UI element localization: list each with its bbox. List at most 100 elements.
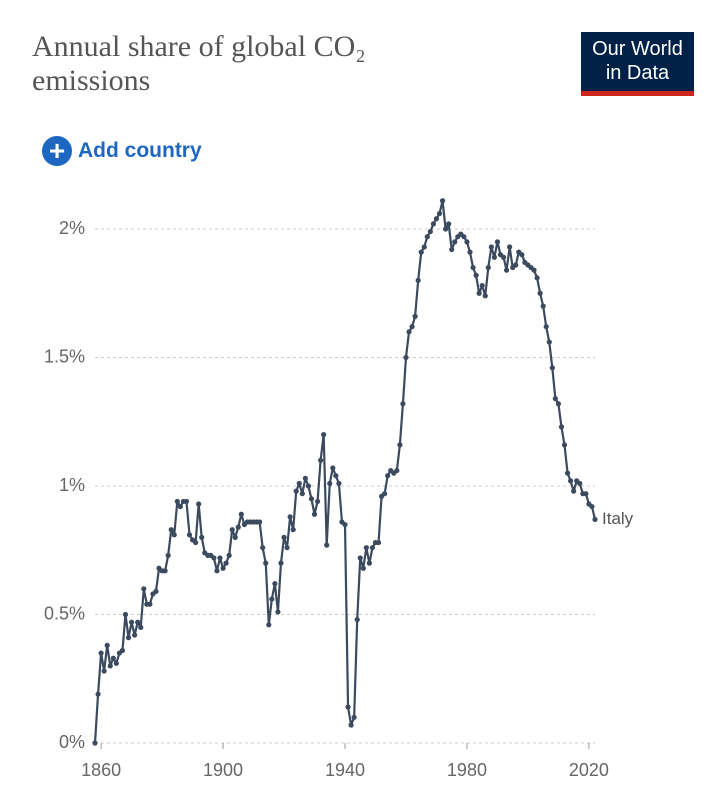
point (132, 632, 138, 638)
point (375, 539, 382, 546)
point (427, 228, 433, 235)
point (119, 647, 126, 654)
point (488, 244, 494, 250)
point (568, 478, 574, 484)
point (196, 501, 202, 507)
point (305, 483, 312, 489)
point (336, 480, 342, 487)
point (418, 249, 424, 255)
point (95, 691, 101, 697)
point (433, 216, 440, 222)
point (318, 457, 324, 463)
point (443, 226, 449, 232)
point (467, 249, 473, 255)
point (552, 396, 558, 402)
point (476, 290, 482, 296)
point (183, 498, 190, 505)
point (165, 552, 171, 558)
x-tick-label: 1940 (325, 760, 365, 780)
point (363, 545, 369, 551)
y-tick-label: 1% (59, 475, 85, 495)
logo[interactable]: Our World in Data (581, 32, 694, 96)
y-tick-label: 1.5% (44, 346, 85, 366)
point (110, 655, 116, 661)
point (293, 488, 299, 494)
x-tick-label: 1860 (81, 760, 121, 780)
point (229, 527, 235, 533)
logo-line: in Data (605, 62, 670, 84)
point (519, 252, 525, 258)
point (193, 539, 199, 546)
point (421, 244, 427, 250)
point (138, 624, 144, 630)
point (330, 465, 336, 471)
y-tick-label: 2% (59, 218, 85, 238)
point (311, 511, 318, 517)
point (354, 617, 360, 623)
point (491, 254, 497, 260)
point (113, 660, 119, 666)
point (125, 635, 132, 641)
point (299, 491, 305, 497)
line (93, 199, 597, 744)
point (104, 642, 110, 648)
point (171, 532, 177, 538)
point (430, 221, 437, 227)
point (531, 267, 537, 273)
add-country-button[interactable]: + Add country (42, 136, 202, 166)
point (101, 668, 107, 674)
point (257, 519, 263, 525)
point (555, 401, 562, 407)
point (500, 254, 507, 260)
point (321, 432, 327, 438)
point (214, 568, 220, 574)
point (412, 313, 418, 319)
point (327, 480, 333, 487)
point (537, 290, 543, 296)
point (409, 324, 415, 330)
point (494, 239, 501, 245)
plus-icon: + (42, 136, 72, 166)
point (357, 555, 363, 561)
point (199, 534, 205, 541)
point (540, 303, 546, 309)
point (92, 740, 98, 746)
point (446, 221, 452, 227)
point (278, 560, 284, 566)
point (284, 545, 290, 551)
x-tick-label: 1900 (203, 760, 243, 780)
point (275, 609, 281, 615)
point (177, 503, 183, 510)
point (168, 527, 174, 533)
point (302, 475, 308, 481)
point (564, 470, 571, 476)
chart-title: Annual share of global CO₂ emissions (32, 30, 366, 97)
logo-line: Our World (592, 38, 683, 60)
point (424, 234, 430, 240)
point (174, 498, 180, 505)
point (266, 622, 272, 628)
point (98, 650, 104, 656)
y-tick-label: 0.5% (44, 603, 85, 623)
point (235, 524, 241, 530)
point (397, 442, 403, 448)
point (296, 480, 302, 487)
point (128, 619, 135, 625)
point (549, 365, 555, 371)
point (513, 262, 519, 268)
point (479, 282, 485, 289)
point (223, 560, 229, 566)
point (211, 555, 217, 561)
point (403, 354, 409, 361)
point (571, 488, 577, 494)
point (135, 619, 141, 625)
point (558, 424, 565, 430)
point (385, 473, 391, 479)
point (141, 586, 147, 592)
point (382, 491, 388, 497)
point (366, 560, 372, 566)
point (260, 545, 266, 551)
point (485, 264, 491, 271)
point (592, 516, 598, 523)
